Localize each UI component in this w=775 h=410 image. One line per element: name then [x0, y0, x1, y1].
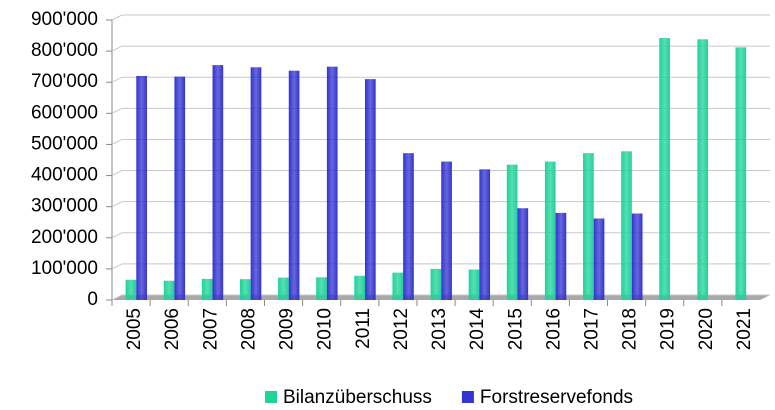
- bar: [403, 153, 414, 300]
- legend-label: Bilanzüberschuss: [283, 387, 432, 408]
- y-tick-label: 400'000: [31, 165, 98, 186]
- grid-line: [111, 14, 770, 21]
- bar: [479, 169, 491, 300]
- x-tick-label: 2005: [124, 308, 145, 350]
- bar: [697, 39, 709, 301]
- bar: [659, 38, 670, 301]
- y-tick-label: 600'000: [31, 102, 98, 123]
- bar: [735, 47, 747, 300]
- bar: [365, 79, 376, 300]
- y-tick-label: 300'000: [31, 196, 98, 217]
- grid-line: [111, 76, 770, 83]
- x-tick-label: 2008: [238, 308, 259, 350]
- x-tick-label: 2020: [696, 308, 717, 350]
- legend-swatch: [461, 391, 474, 403]
- x-tick-label: 2017: [581, 308, 602, 350]
- bar: [544, 161, 556, 300]
- x-tick-label: 2015: [505, 308, 526, 350]
- x-tick-label: 2013: [429, 308, 450, 350]
- bar: [250, 67, 262, 301]
- x-tick-label: 2012: [391, 308, 412, 350]
- bar: [174, 76, 186, 300]
- y-tick-label: 0: [87, 289, 98, 310]
- x-tick-label: 2019: [658, 308, 679, 350]
- y-tick-label: 900'000: [31, 9, 98, 30]
- bar: [555, 212, 567, 300]
- bar: [392, 272, 404, 300]
- bar: [278, 277, 289, 300]
- bar: [430, 268, 442, 300]
- legend-swatch: [265, 391, 277, 403]
- bar: [201, 278, 213, 300]
- x-tick-label: 2010: [315, 308, 336, 350]
- x-tick-label: 2014: [467, 308, 488, 351]
- legend-label: Forstreservefonds: [480, 387, 633, 408]
- x-tick-label: 2011: [353, 308, 374, 349]
- bar: [212, 65, 224, 300]
- bar: [288, 70, 300, 300]
- bar: [631, 213, 643, 300]
- x-tick-label: 2007: [200, 308, 221, 350]
- bar: [125, 279, 137, 300]
- x-tick-label: 2016: [543, 308, 564, 350]
- y-tick-label: 200'000: [31, 227, 98, 248]
- grid-line: [111, 138, 770, 145]
- bar: [354, 275, 366, 300]
- x-tick-label: 2018: [620, 308, 641, 350]
- grid-line: [111, 45, 770, 52]
- bar: [163, 280, 175, 300]
- bar: [621, 151, 632, 300]
- bar: [468, 269, 480, 300]
- x-tick-label: 2021: [734, 308, 755, 350]
- bar: [239, 279, 251, 300]
- bar: [441, 161, 452, 300]
- y-tick-label: 800'000: [31, 40, 98, 61]
- bar: [506, 164, 518, 300]
- x-tick-label: 2006: [162, 308, 183, 350]
- bar: [517, 208, 529, 300]
- bar: [326, 66, 338, 301]
- bar: [316, 277, 327, 300]
- y-tick-label: 700'000: [31, 71, 98, 92]
- y-tick-label: 100'000: [31, 258, 98, 279]
- grid-line: [111, 107, 770, 114]
- bar: [593, 218, 605, 300]
- bar: [583, 153, 594, 300]
- x-tick-label: 2009: [277, 308, 298, 350]
- bar: [136, 76, 147, 300]
- y-tick-label: 500'000: [31, 133, 98, 154]
